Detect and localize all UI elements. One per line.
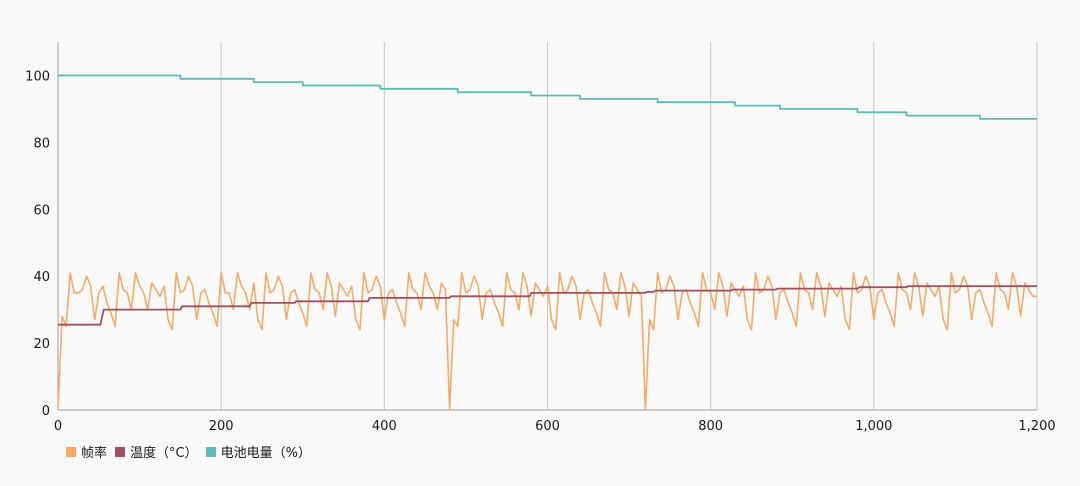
x-tick-label: 1,000 (855, 419, 892, 434)
legend-label: 电池电量（%） (220, 446, 311, 461)
legend-item-0[interactable]: 帧率 (66, 442, 107, 461)
y-tick-label: 40 (33, 270, 50, 285)
x-tick-label: 400 (372, 419, 397, 434)
y-tick-label: 80 (33, 136, 50, 151)
y-tick-label: 100 (25, 69, 50, 84)
x-tick-label: 800 (698, 419, 723, 434)
chart-legend: 帧率 温度（°C） 电池电量（%） (66, 442, 319, 461)
y-tick-label: 60 (33, 203, 50, 218)
y-tick-label: 0 (42, 404, 50, 419)
x-tick-label: 600 (535, 419, 560, 434)
series-line-1 (58, 285, 1037, 326)
legend-label: 帧率 (81, 446, 108, 461)
legend-swatch (205, 446, 216, 457)
legend-swatch (115, 446, 126, 457)
series-line-0 (57, 272, 1037, 411)
y-tick-label: 20 (33, 337, 50, 352)
tick-labels: 0 200 400 600 800 1,000 1,200 0 20 40 60 80 100 (25, 69, 1055, 434)
legend-item-1[interactable]: 温度（°C） (115, 442, 198, 461)
x-tick-label: 1,200 (1018, 419, 1055, 434)
series-lines (57, 74, 1037, 411)
legend-swatch (66, 446, 76, 457)
legend-label: 温度（°C） (130, 446, 198, 461)
gridlines (220, 42, 1038, 410)
x-tick-label: 0 (54, 419, 62, 434)
axes (57, 42, 1037, 411)
series-line-2 (58, 74, 1037, 120)
x-tick-label: 200 (209, 419, 234, 434)
legend-item-2[interactable]: 电池电量（%） (205, 442, 311, 461)
